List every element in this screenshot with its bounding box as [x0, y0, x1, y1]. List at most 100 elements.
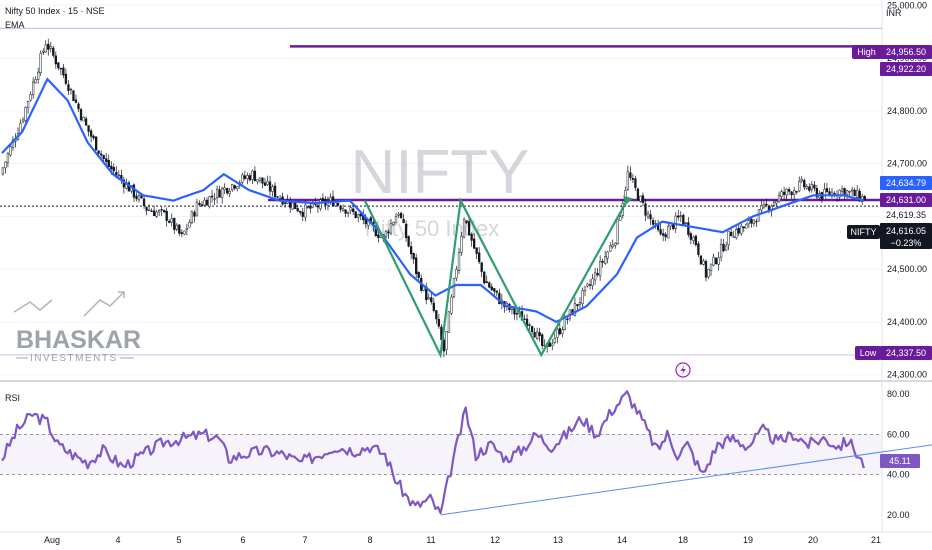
candle-body	[100, 153, 103, 156]
candle-body	[707, 269, 710, 278]
time-tick-label: 4	[115, 535, 120, 545]
candle-body	[67, 84, 70, 91]
candle-body	[394, 216, 398, 224]
candle-body	[417, 272, 420, 278]
candle-body	[798, 181, 801, 192]
candle-body	[44, 44, 47, 53]
candle-body	[465, 220, 468, 224]
watermark-symbol: NIFTY	[350, 138, 529, 207]
price-pane[interactable]	[0, 0, 882, 380]
candle-body	[57, 62, 60, 69]
candle-body	[755, 221, 758, 223]
candle-body	[283, 202, 287, 204]
event-marker[interactable]	[675, 362, 691, 378]
candle-body	[263, 182, 267, 186]
candle-body	[291, 202, 294, 210]
candle-body	[634, 178, 637, 188]
ema-line[interactable]	[1, 77, 865, 324]
candle-body	[54, 55, 57, 65]
candle-body	[92, 135, 95, 139]
candle-body	[94, 136, 98, 151]
rsi-trendline[interactable]	[440, 438, 932, 516]
logo-subtitle: INVESTMENTS	[30, 353, 118, 364]
candle-body	[462, 219, 466, 238]
candle-body	[392, 222, 395, 226]
candle-body	[152, 210, 156, 217]
candle-body	[556, 328, 559, 338]
candle-body	[724, 245, 728, 251]
candle-body	[553, 337, 556, 343]
candle-body	[808, 186, 811, 191]
dotted-price-tag: 24,619.35	[880, 208, 932, 222]
candle-body	[9, 146, 12, 156]
svg-text:24,956.50: 24,956.50	[886, 47, 926, 57]
candle-body	[89, 130, 93, 137]
double-bottom-pattern[interactable]	[363, 196, 628, 359]
candle-body	[853, 189, 856, 197]
candle-body	[714, 257, 718, 265]
price-tick-label: 25,000.00	[887, 0, 927, 10]
indicator-label[interactable]: EMA	[5, 20, 25, 30]
candle-body	[651, 220, 655, 225]
watermark-name: Nifty 50 Index	[365, 216, 500, 241]
candle-body	[780, 191, 783, 197]
candle-body	[810, 184, 813, 190]
candle-body	[220, 188, 224, 198]
rsi-line[interactable]	[1, 390, 865, 515]
candle-body	[455, 269, 458, 279]
time-tick-label: 20	[808, 535, 818, 545]
candle-body	[49, 46, 52, 49]
candle-body	[64, 73, 68, 84]
candle-body	[339, 206, 342, 210]
candle-body	[664, 234, 667, 238]
candle-body	[160, 209, 163, 211]
candle-body	[722, 243, 725, 252]
rsi-band-background	[0, 434, 882, 475]
candle-body	[82, 117, 85, 122]
candle-body	[581, 290, 584, 304]
price-tick-label: 24,400.00	[887, 317, 927, 327]
candle-body	[845, 190, 849, 196]
candle-body	[248, 175, 252, 181]
rsi-axis[interactable]: 80.00 60.00 40.00 20.00	[887, 389, 910, 520]
symbol-title[interactable]: Nifty 50 Index · 15 · NSE	[5, 6, 105, 16]
candle-body	[815, 188, 819, 198]
candle-body	[402, 218, 405, 224]
candle-body	[180, 232, 183, 234]
svg-text:45.11: 45.11	[889, 456, 911, 466]
candle-body	[611, 244, 614, 248]
candle-body	[251, 170, 254, 180]
candle-body	[258, 177, 262, 181]
candle-body	[21, 119, 25, 123]
candle-body	[709, 263, 713, 271]
candle-body	[548, 342, 551, 347]
candle-body	[626, 171, 630, 190]
candle-body	[760, 205, 763, 211]
rsi-tick-label: 40.00	[887, 470, 910, 480]
candle-body	[661, 233, 665, 236]
candle-body	[336, 203, 340, 206]
candle-body	[102, 155, 105, 159]
time-tick-label: 19	[743, 535, 753, 545]
candle-body	[772, 201, 776, 206]
candle-body	[226, 188, 229, 194]
svg-text:High: High	[857, 47, 876, 57]
candle-body	[483, 271, 486, 284]
candle-body	[195, 201, 199, 217]
candle-body	[785, 188, 788, 196]
candle-body	[84, 118, 88, 126]
candle-body	[107, 160, 110, 167]
candle-body	[672, 224, 675, 230]
candle-body	[480, 262, 483, 272]
candle-body	[530, 326, 534, 333]
candle-body	[825, 188, 829, 192]
candle-body	[203, 199, 206, 206]
candle-body	[301, 211, 304, 217]
price-tick-label: 24,800.00	[887, 106, 927, 116]
candle-body	[415, 257, 418, 275]
time-axis[interactable]: Aug 4 5 6 7 8 11 12 13 14 18 19 20 21	[44, 535, 881, 545]
candle-body	[135, 195, 138, 200]
candle-body	[117, 174, 120, 177]
candle-body	[490, 286, 493, 291]
